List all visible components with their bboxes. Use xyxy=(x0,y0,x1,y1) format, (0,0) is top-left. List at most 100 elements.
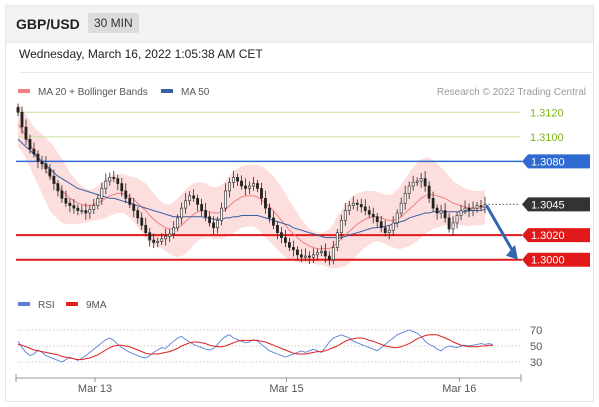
candle-67 xyxy=(284,229,287,248)
candle-82 xyxy=(343,202,347,227)
candle-38 xyxy=(168,229,172,243)
rsi-tick-30: 30 xyxy=(530,357,542,369)
candle-103 xyxy=(427,181,431,203)
candle-2 xyxy=(24,119,28,145)
candle-body xyxy=(423,178,427,187)
candle-body xyxy=(475,205,479,209)
candle-body xyxy=(399,202,403,214)
candle-72 xyxy=(303,248,307,261)
candle-91 xyxy=(379,215,383,233)
candle-89 xyxy=(371,207,375,224)
candle-5 xyxy=(36,150,40,169)
candle-85 xyxy=(355,199,359,212)
x-axis: Mar 13 Mar 15 Mar 16 xyxy=(15,374,522,395)
candle-body xyxy=(164,236,168,240)
candle-40 xyxy=(176,214,180,232)
candle-44 xyxy=(192,189,196,202)
candle-body xyxy=(331,247,335,261)
candle-body xyxy=(411,182,415,187)
candle-body xyxy=(455,215,459,224)
candle-body xyxy=(459,210,463,216)
candle-17 xyxy=(84,202,88,220)
candle-109 xyxy=(451,216,455,236)
candle-body xyxy=(60,190,64,199)
candle-71 xyxy=(299,249,303,262)
candle-90 xyxy=(375,213,379,228)
candle-22 xyxy=(104,173,108,195)
candle-body xyxy=(84,210,88,214)
ma50-line xyxy=(17,138,486,239)
ma20-line xyxy=(17,124,486,250)
candle-110 xyxy=(455,211,459,229)
candle-body xyxy=(403,193,407,204)
candle-64 xyxy=(272,211,275,229)
candle-32 xyxy=(144,217,148,237)
candle-body xyxy=(248,185,251,189)
candle-body xyxy=(288,242,291,248)
candle-27 xyxy=(124,183,128,203)
candle-78 xyxy=(327,251,331,266)
divider xyxy=(19,72,594,73)
candle-body xyxy=(419,178,423,182)
candle-body xyxy=(303,255,307,258)
candle-body xyxy=(272,217,275,226)
candle-body xyxy=(311,254,315,258)
candle-body xyxy=(467,207,471,211)
candle-body xyxy=(32,148,36,155)
candle-body xyxy=(292,247,295,251)
candle-68 xyxy=(288,237,291,252)
candle-body xyxy=(88,209,92,214)
forecast-arrow-icon xyxy=(485,204,518,260)
candle-97 xyxy=(403,185,407,210)
legend-label-0: MA 20 + Bollinger Bands xyxy=(38,87,148,98)
candle-41 xyxy=(180,202,184,225)
candle-body xyxy=(355,202,359,205)
candle-body xyxy=(44,163,48,170)
candle-81 xyxy=(339,214,343,240)
candle-9 xyxy=(52,169,56,191)
candle-114 xyxy=(471,201,475,217)
candle-body xyxy=(307,255,311,258)
candle-57 xyxy=(244,178,247,196)
candle-body xyxy=(284,237,287,243)
candle-21 xyxy=(100,182,104,205)
candle-14 xyxy=(72,199,76,214)
level-tag xyxy=(522,252,590,267)
rsi-legend-label-0: RSI xyxy=(38,300,55,311)
candle-body xyxy=(439,210,443,214)
candle-62 xyxy=(264,190,267,214)
candle-body xyxy=(200,204,204,211)
candle-body xyxy=(220,207,223,221)
bollinger-bands xyxy=(18,102,485,269)
rsi-ma9-line xyxy=(17,334,493,361)
candle-body xyxy=(76,207,80,211)
candle-95 xyxy=(395,209,399,228)
candle-0 xyxy=(16,103,20,116)
interval-badge[interactable]: 30 MIN xyxy=(88,13,139,33)
arrow-shaft xyxy=(485,204,514,252)
candle-body xyxy=(359,204,363,208)
candle-body xyxy=(447,217,451,230)
candle-body xyxy=(112,177,116,179)
moving-averages xyxy=(17,124,486,250)
timestamp: Wednesday, March 16, 2022 1:05:38 AM CET xyxy=(19,47,263,61)
level-1.3020: 1.3020 xyxy=(16,228,590,243)
candle-body xyxy=(252,183,255,187)
candle-13 xyxy=(68,198,72,213)
x-tick-label-0: Mar 13 xyxy=(78,383,112,395)
candle-63 xyxy=(268,203,271,223)
level-label: 1.3020 xyxy=(531,230,565,242)
candle-15 xyxy=(76,204,80,216)
candle-46 xyxy=(200,198,204,217)
level-1.3045: 1.3045 xyxy=(485,197,590,212)
candle-body xyxy=(148,232,152,241)
level-1.3000: 1.3000 xyxy=(16,252,590,267)
candle-23 xyxy=(108,172,112,186)
candle-body xyxy=(379,221,383,229)
level-label: 1.3045 xyxy=(531,199,565,211)
candle-body xyxy=(36,153,40,162)
candle-body xyxy=(28,139,32,150)
legend-label-1: MA 50 xyxy=(181,87,210,98)
candle-body xyxy=(463,207,467,211)
